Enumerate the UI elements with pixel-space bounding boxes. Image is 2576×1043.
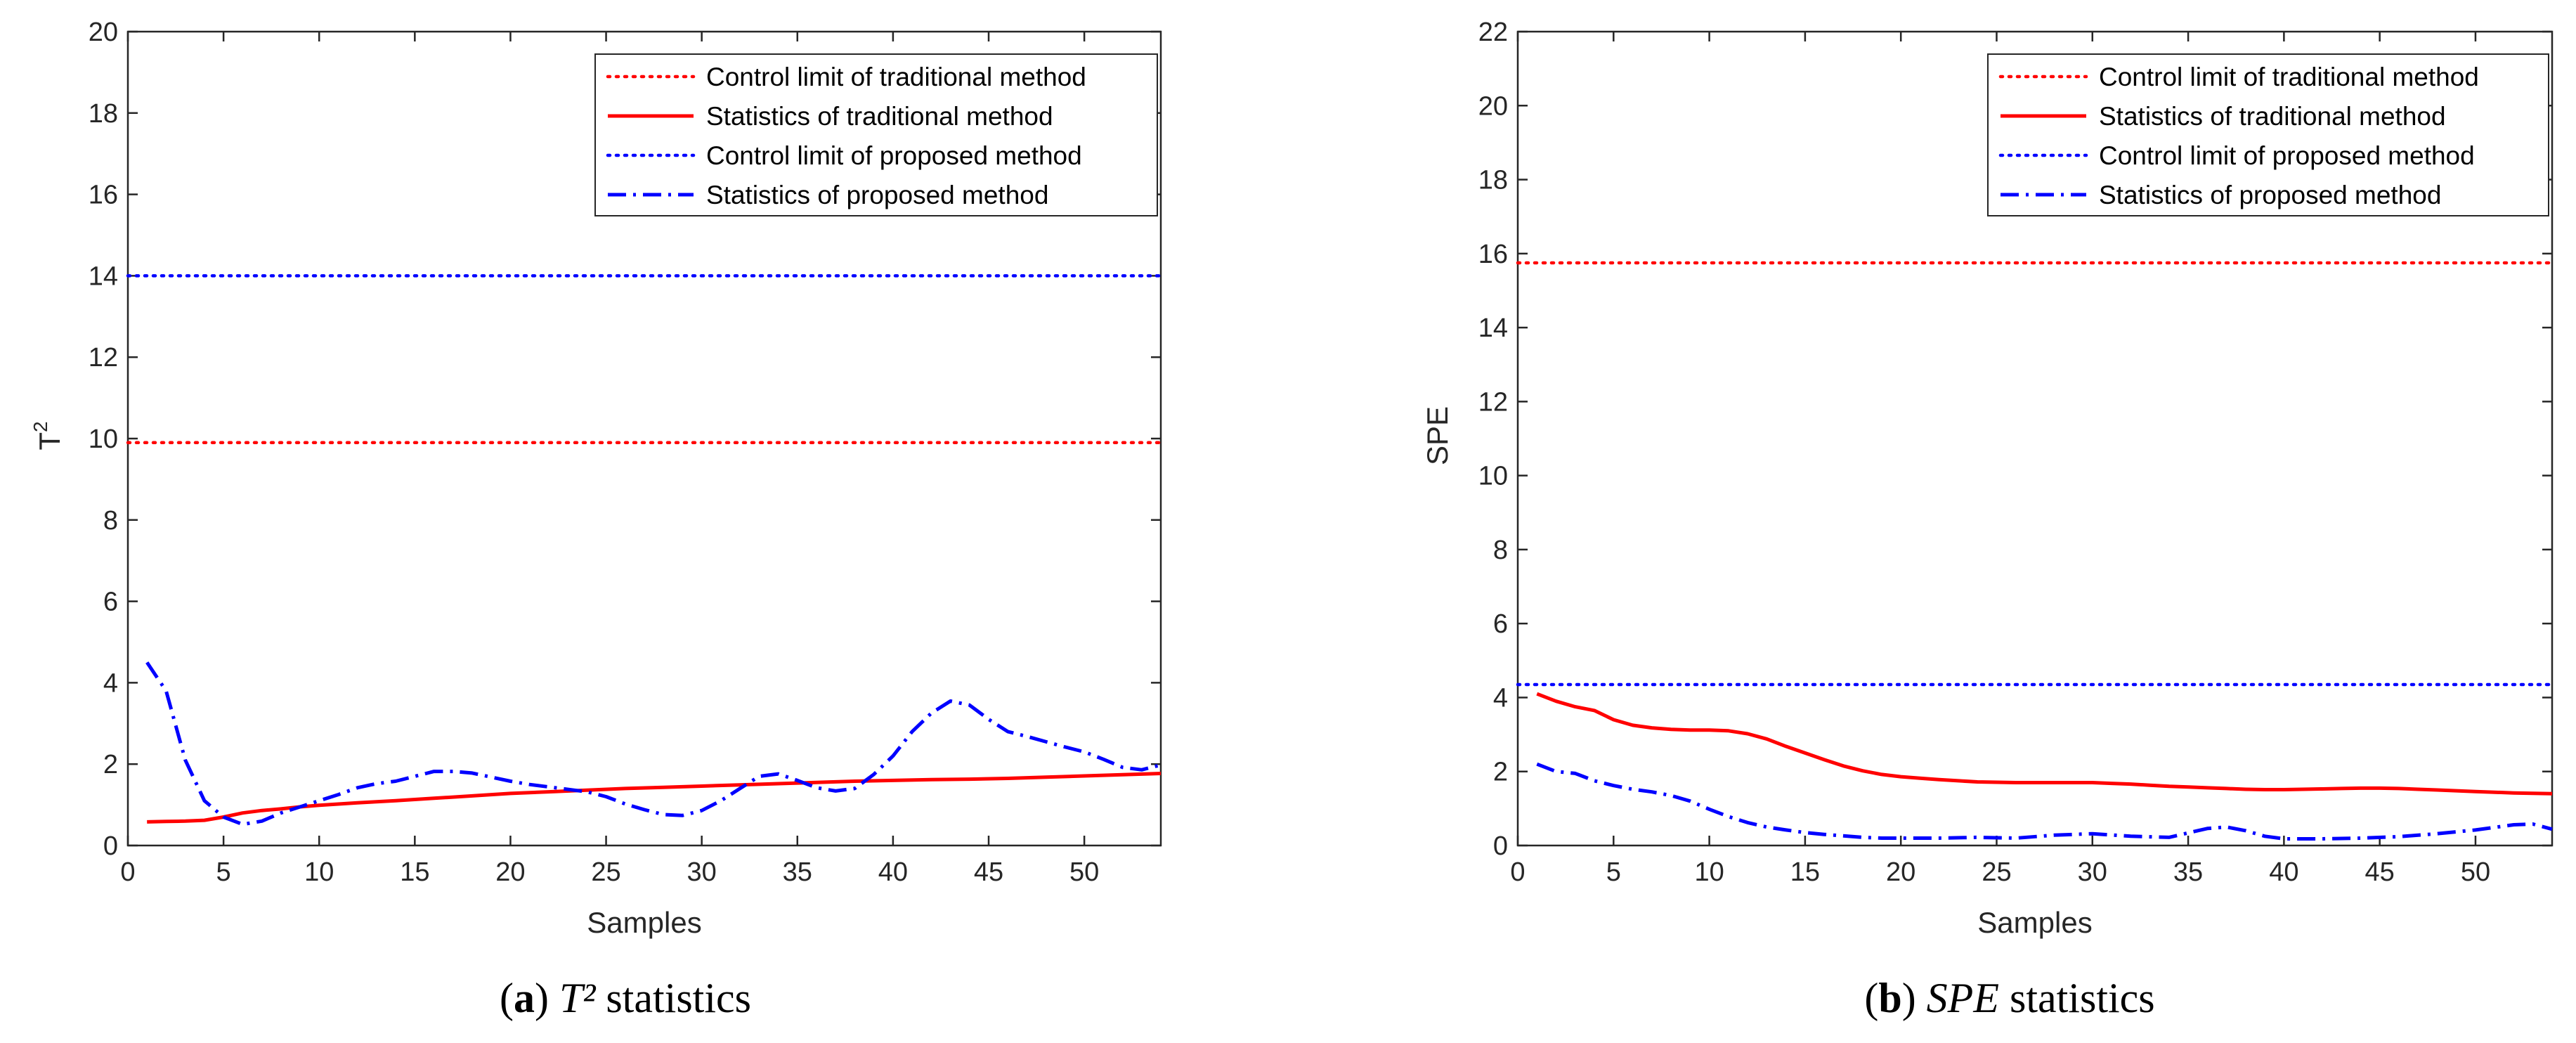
legend-label-1: Control limit of traditional method	[2099, 63, 2479, 91]
y-tick-label: 8	[103, 506, 118, 536]
x-tick-label: 30	[687, 857, 717, 887]
x-tick-label: 25	[591, 857, 620, 887]
y-tick-label: 22	[1478, 18, 1508, 47]
x-tick-label: 10	[304, 857, 334, 887]
x-tick-label: 20	[495, 857, 525, 887]
series-line-4	[145, 661, 1162, 827]
y-tick-label: 14	[1478, 313, 1508, 343]
x-tick-label: 5	[216, 857, 231, 887]
x-tick-label: 40	[878, 857, 908, 887]
legend-label-4: Statistics of proposed method	[2099, 181, 2441, 209]
y-tick-label: 0	[103, 831, 118, 861]
caption-panel-b: (b) SPE statistics	[1864, 975, 2154, 1021]
series-line-2	[1536, 692, 2553, 796]
x-tick-label: 35	[2173, 857, 2203, 887]
x-tick-label: 45	[2365, 857, 2395, 887]
x-tick-label: 10	[1694, 857, 1724, 887]
x-tick-label: 0	[120, 857, 135, 887]
caption-panel-a: (a) T² statistics	[500, 975, 751, 1021]
x-tick-label: 35	[783, 857, 812, 887]
legend-label-1: Control limit of traditional method	[706, 63, 1086, 91]
legend-label-2: Statistics of traditional method	[2099, 102, 2446, 131]
plot-area-frame	[1516, 30, 2554, 847]
x-tick-label: 0	[1510, 857, 1525, 887]
x-axis-label-panel-a: Samples	[587, 906, 701, 939]
y-tick-label: 20	[1478, 91, 1508, 121]
legend-box	[594, 53, 1158, 216]
y-tick-label: 12	[89, 343, 118, 372]
y-tick-label: 2	[1493, 758, 1508, 787]
x-tick-label: 20	[1886, 857, 1915, 887]
y-axis-label-panel-a: T2	[30, 421, 66, 450]
y-tick-label: 14	[89, 261, 118, 291]
legend-panel-b: Control limit of traditional method Stati…	[1987, 53, 2549, 216]
x-tick-label: 25	[1982, 857, 2011, 887]
y-tick-label: 12	[1478, 387, 1508, 417]
y-tick-label: 4	[103, 668, 118, 698]
y-tick-label: 8	[1493, 536, 1508, 565]
y-tick-label: 10	[89, 425, 118, 454]
legend-box	[1987, 53, 2549, 216]
x-tick-label: 5	[1606, 857, 1621, 887]
y-tick-label: 16	[1478, 240, 1508, 269]
x-tick-label: 15	[1790, 857, 1820, 887]
panel-a-t2-chart: 0 5 10 15 20 25 30 35 40 45 50 0 2 4 6 8 10 12 14 16 18 20 Co…	[30, 18, 1163, 1021]
y-tick-label: 18	[1478, 166, 1508, 195]
x-tick-label: 50	[2461, 857, 2490, 887]
y-tick-label: 10	[1478, 462, 1508, 491]
legend-label-3: Control limit of proposed method	[2099, 141, 2475, 170]
y-tick-label: 16	[89, 181, 118, 210]
legend-panel-a: Control limit of traditional method Stati…	[594, 53, 1158, 216]
y-tick-label: 4	[1493, 683, 1508, 713]
x-tick-label: 30	[2078, 857, 2107, 887]
x-tick-label: 15	[400, 857, 429, 887]
y-tick-label: 6	[103, 588, 118, 617]
x-tick-label: 50	[1069, 857, 1099, 887]
y-tick-label: 18	[89, 99, 118, 129]
y-tick-label: 6	[1493, 609, 1508, 639]
legend-label-2: Statistics of traditional method	[706, 102, 1053, 131]
y-tick-label: 20	[89, 18, 118, 47]
legend-label-3: Control limit of proposed method	[706, 141, 1082, 170]
panel-b-spe-chart: 0 5 10 15 20 25 30 35 40 45 500246810121416182022 …	[1421, 18, 2554, 1021]
y-axis-label-panel-b: SPE	[1421, 406, 1454, 465]
x-axis-label-panel-b: Samples	[1977, 906, 2092, 939]
legend-label-4: Statistics of proposed method	[706, 181, 1048, 209]
y-tick-label: 2	[103, 750, 118, 779]
y-tick-label: 0	[1493, 831, 1508, 861]
x-tick-label: 45	[974, 857, 1003, 887]
series-line-4	[1536, 762, 2553, 841]
x-tick-label: 40	[2269, 857, 2298, 887]
